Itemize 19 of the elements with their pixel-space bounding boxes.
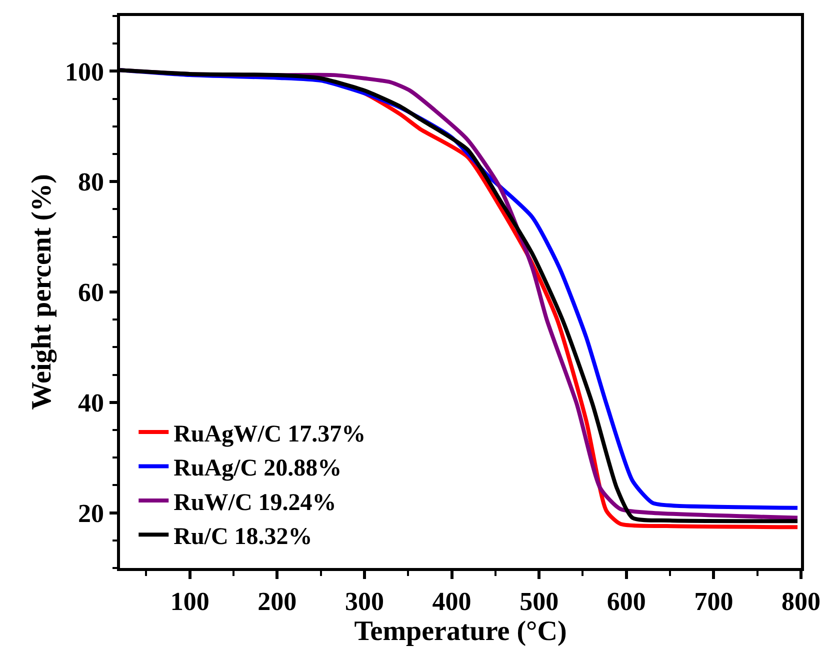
x-tick-label: 600 <box>606 586 646 616</box>
y-tick-label: 40 <box>78 388 104 418</box>
legend-label: Ru/C 18.32% <box>174 524 312 550</box>
y-tick-label: 80 <box>78 168 104 197</box>
x-tick-label: 700 <box>694 586 734 616</box>
x-tick-label: 100 <box>170 586 210 616</box>
x-tick-label: 200 <box>258 586 297 616</box>
y-tick-label: 60 <box>78 278 104 308</box>
x-tick-label: 800 <box>782 586 820 616</box>
x-axis-title: Temperature (°C) <box>354 616 567 647</box>
x-tick-label: 500 <box>520 586 559 616</box>
legend-label: RuAg/C 20.88% <box>174 456 342 482</box>
x-tick-label: 400 <box>432 586 472 616</box>
y-tick-label: 100 <box>65 57 104 86</box>
y-tick-label: 20 <box>78 498 104 528</box>
y-axis-title: Weight percent (%) <box>26 174 58 410</box>
x-tick-label: 300 <box>344 586 384 616</box>
legend-label: RuW/C 19.24% <box>174 490 336 516</box>
legend-label: RuAgW/C 17.37% <box>174 421 366 448</box>
